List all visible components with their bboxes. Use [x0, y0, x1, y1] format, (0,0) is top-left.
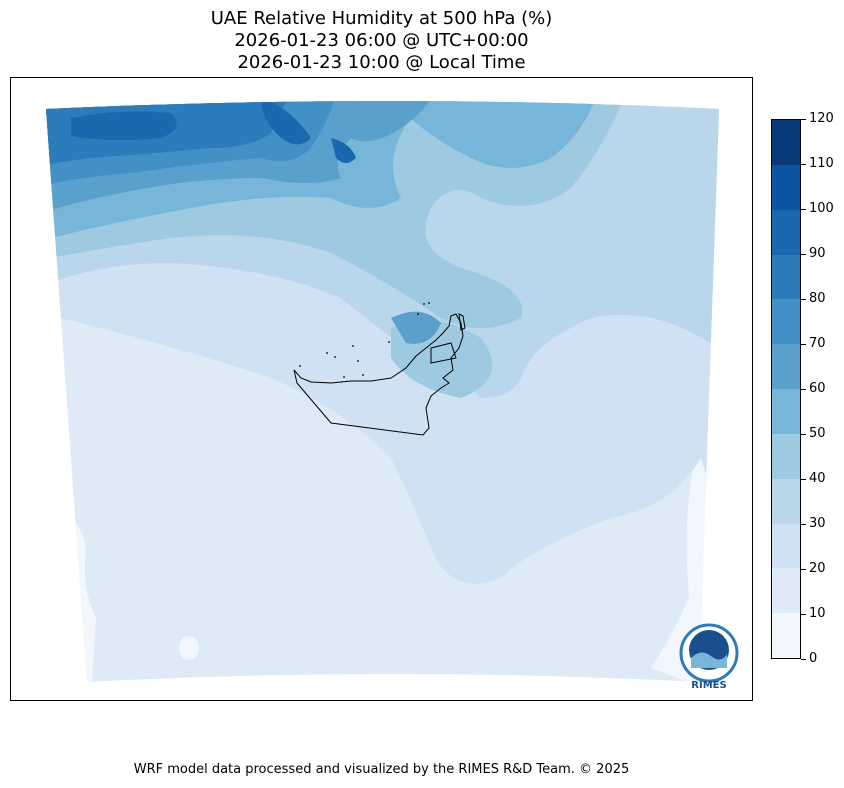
colorbar-tick: [801, 569, 806, 570]
colorbar-tick: [801, 164, 806, 165]
colorbar-tick: [801, 479, 806, 480]
colorbar-segment: [772, 120, 800, 165]
colorbar-tick: [801, 344, 806, 345]
band-90-100-spot: [331, 138, 356, 163]
colorbar-segment: [772, 209, 800, 255]
colorbar-tick-label: 100: [809, 201, 834, 216]
colorbar-tick-label: 50: [809, 426, 826, 441]
colorbar-segment: [772, 299, 800, 345]
colorbar-tick-label: 20: [809, 561, 826, 576]
colorbar-tick-label: 90: [809, 246, 826, 261]
band-90-100-north: [261, 101, 311, 145]
colorbar-tick: [801, 299, 806, 300]
colorbar-segment: [772, 433, 800, 479]
band-0-10-spot: [179, 636, 199, 660]
title-line-1: UAE Relative Humidity at 500 hPa (%): [210, 8, 553, 29]
colorbar-tick-label: 0: [809, 651, 818, 666]
band-60-70-patch: [391, 311, 441, 344]
colorbar-segment: [772, 568, 800, 614]
colorbar-tick: [801, 254, 806, 255]
colorbar: [771, 119, 801, 659]
uae-boundary: [293, 313, 466, 436]
colorbar-tick-label: 60: [809, 381, 826, 396]
chart-title: UAE Relative Humidity at 500 hPa (%) 202…: [10, 8, 753, 74]
colorbar-tick-label: 110: [809, 156, 834, 171]
colorbar-segment: [772, 523, 800, 569]
colorbar-tick-label: 70: [809, 336, 826, 351]
colorbar-tick-label: 80: [809, 291, 826, 306]
colorbar-tick: [801, 119, 806, 120]
footer-credit: WRF model data processed and visualized …: [133, 762, 630, 777]
colorbar-segment: [772, 389, 800, 434]
colorbar-segment: [772, 164, 800, 210]
colorbar-tick: [801, 659, 806, 660]
colorbar-segment: [772, 344, 800, 389]
map-panel: RIMES: [10, 77, 753, 701]
colorbar-segment: [772, 613, 800, 658]
colorbar-tick-label: 120: [809, 111, 834, 126]
colorbar-segment: [772, 254, 800, 300]
colorbar-tick: [801, 524, 806, 525]
title-line-2: 2026-01-23 06:00 @ UTC+00:00: [234, 30, 529, 51]
colorbar-tick-label: 10: [809, 606, 826, 621]
colorbar-tick-label: 40: [809, 471, 826, 486]
colorbar-segment: [772, 478, 800, 524]
rimes-logo: RIMES: [679, 623, 739, 691]
title-line-3: 2026-01-23 10:00 @ Local Time: [237, 52, 526, 73]
humidity-map: RIMES: [46, 101, 739, 691]
islands: [299, 302, 430, 378]
colorbar-tick-label: 30: [809, 516, 826, 531]
colorbar-tick: [801, 209, 806, 210]
colorbar-tick: [801, 434, 806, 435]
logo-label: RIMES: [691, 680, 726, 691]
colorbar-tick: [801, 614, 806, 615]
colorbar-tick: [801, 389, 806, 390]
band-90-100-west: [71, 111, 177, 141]
